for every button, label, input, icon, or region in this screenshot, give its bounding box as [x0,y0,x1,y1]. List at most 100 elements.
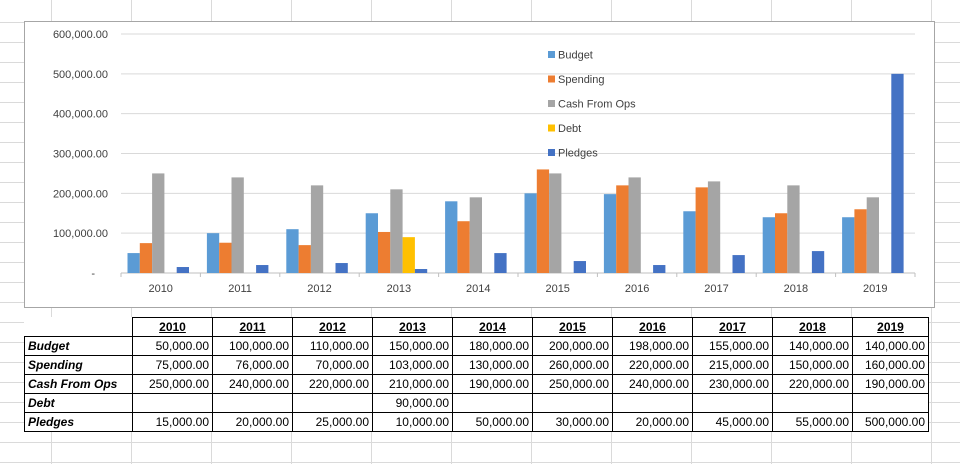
table-header-year[interactable]: 2018 [772,317,853,337]
table-header-year[interactable]: 2019 [852,317,929,337]
table-cell[interactable]: 220,000.00 [612,355,693,375]
table-cell[interactable] [612,393,693,413]
row-label[interactable]: Debt [24,393,133,413]
table-cell[interactable]: 150,000.00 [372,336,453,356]
bar-spending[interactable] [854,209,867,273]
bar-cash-from-ops[interactable] [707,181,721,273]
row-label[interactable]: Budget [24,336,133,356]
table-cell[interactable] [452,393,533,413]
table-cell[interactable]: 10,000.00 [372,412,453,432]
table-cell[interactable]: 500,000.00 [852,412,929,432]
table-cell[interactable]: 20,000.00 [212,412,293,432]
table-cell[interactable]: 198,000.00 [612,336,693,356]
table-header-year[interactable]: 2015 [532,317,613,337]
table-cell[interactable] [292,393,373,413]
bar-cash-from-ops[interactable] [549,173,562,273]
bar-spending[interactable] [298,245,311,273]
bar-cash-from-ops[interactable] [152,173,165,273]
bar-pledges[interactable] [653,265,666,273]
table-header-year[interactable]: 2013 [372,317,453,337]
table-header-year[interactable]: 2017 [692,317,773,337]
table-header-year[interactable]: 2016 [612,317,693,337]
table-header-year[interactable]: 2011 [212,317,293,337]
bar-cash-from-ops[interactable] [469,197,482,273]
table-cell[interactable]: 260,000.00 [532,355,613,375]
table-cell[interactable]: 210,000.00 [372,374,453,394]
table-cell[interactable]: 220,000.00 [772,374,853,394]
row-label[interactable]: Pledges [24,412,133,432]
table-cell[interactable] [692,393,773,413]
bar-pledges[interactable] [414,269,428,273]
table-cell[interactable]: 190,000.00 [852,374,929,394]
bar-spending[interactable] [378,231,391,273]
table-cell[interactable]: 240,000.00 [212,374,293,394]
bar-budget[interactable] [127,253,140,273]
bar-pledges[interactable] [732,255,745,273]
bar-spending[interactable] [695,187,708,273]
table-cell[interactable]: 70,000.00 [292,355,373,375]
bar-cash-from-ops[interactable] [628,177,641,273]
table-cell[interactable]: 55,000.00 [772,412,853,432]
table-cell[interactable]: 150,000.00 [772,355,853,375]
table-cell[interactable]: 75,000.00 [132,355,213,375]
chart-area[interactable]: - 100,000.00 200,000.00 300,000.00 400,000.0… [24,21,935,308]
bar-spending[interactable] [616,185,629,273]
table-cell[interactable] [212,393,293,413]
legend-label[interactable]: Budget [558,50,593,62]
table-cell[interactable]: 190,000.00 [452,374,533,394]
table-cell[interactable]: 130,000.00 [452,355,533,375]
table-cell[interactable]: 100,000.00 [212,336,293,356]
bar-pledges[interactable] [811,251,825,273]
table-cell[interactable]: 240,000.00 [612,374,693,394]
bar-budget[interactable] [524,193,537,273]
table-header-year[interactable]: 2010 [132,317,213,337]
table-cell[interactable]: 90,000.00 [372,393,453,413]
bar-budget[interactable] [365,213,378,273]
legend-label[interactable]: Debt [558,123,581,135]
bar-cash-from-ops[interactable] [231,177,244,273]
table-cell[interactable]: 200,000.00 [532,336,613,356]
table-cell[interactable]: 250,000.00 [132,374,213,394]
bar-budget[interactable] [683,211,696,273]
legend-label[interactable]: Cash From Ops [558,99,636,111]
table-cell[interactable]: 220,000.00 [292,374,373,394]
table-cell[interactable]: 76,000.00 [212,355,293,375]
table-cell[interactable]: 103,000.00 [372,355,453,375]
bar-budget[interactable] [445,201,458,273]
table-header-year[interactable]: 2014 [452,317,533,337]
bar-cash-from-ops[interactable] [866,197,879,273]
bar-budget[interactable] [286,229,299,273]
bar-pledges[interactable] [573,261,586,273]
table-cell[interactable]: 30,000.00 [532,412,613,432]
bar-debt[interactable] [402,237,415,273]
bar-pledges[interactable] [335,263,348,273]
table-cell[interactable]: 25,000.00 [292,412,373,432]
bar-pledges[interactable] [256,265,269,273]
bar-cash-from-ops[interactable] [390,189,403,273]
bar-cash-from-ops[interactable] [310,185,324,273]
bar-spending[interactable] [139,243,153,273]
table-cell[interactable] [132,393,213,413]
table-cell[interactable]: 250,000.00 [532,374,613,394]
table-cell[interactable]: 50,000.00 [452,412,533,432]
table-cell[interactable]: 140,000.00 [852,336,929,356]
bar-spending[interactable] [536,169,550,273]
bar-spending[interactable] [219,242,232,273]
table-cell[interactable]: 15,000.00 [132,412,213,432]
table-cell[interactable]: 160,000.00 [852,355,929,375]
bar-pledges[interactable] [891,73,904,273]
legend-label[interactable]: Pledges [558,148,598,160]
table-cell[interactable]: 110,000.00 [292,336,373,356]
row-label[interactable]: Spending [24,355,133,375]
table-cell[interactable]: 180,000.00 [452,336,533,356]
bar-spending[interactable] [457,221,470,273]
table-cell[interactable] [852,393,929,413]
table-cell[interactable]: 230,000.00 [692,374,773,394]
table-cell[interactable] [772,393,853,413]
table-cell[interactable]: 50,000.00 [132,336,213,356]
bar-pledges[interactable] [176,267,189,273]
bar-budget[interactable] [842,217,855,273]
bar-pledges[interactable] [494,253,507,273]
bar-cash-from-ops[interactable] [787,185,800,273]
row-label[interactable]: Cash From Ops [24,374,133,394]
